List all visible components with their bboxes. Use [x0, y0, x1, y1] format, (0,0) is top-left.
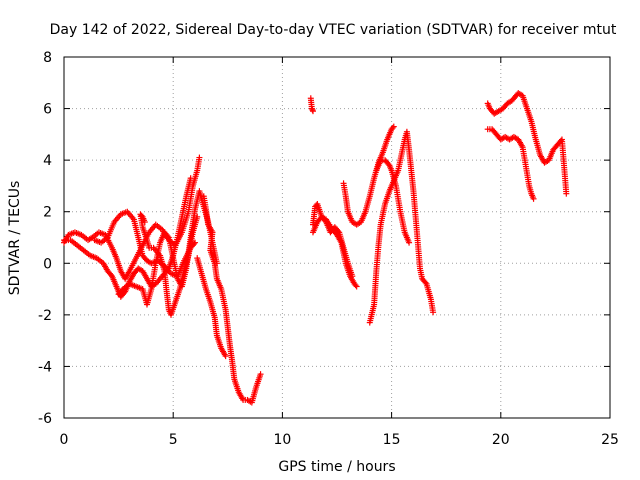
y-axis-label: SDTVAR / TECUs	[7, 181, 23, 296]
data-point	[352, 282, 359, 289]
data-point	[107, 271, 114, 278]
data-point	[196, 154, 203, 161]
y-tick-label: 0	[43, 256, 52, 272]
data-point	[335, 228, 342, 235]
y-tick-label: -6	[38, 411, 52, 427]
data-points	[61, 90, 570, 406]
x-tick-label: 15	[383, 432, 401, 448]
y-tick-label: 6	[43, 102, 52, 118]
data-point	[385, 161, 392, 168]
x-ticks: 0 5 10 15 20 25	[60, 57, 619, 448]
y-tick-label: -2	[38, 308, 52, 324]
y-tick-label: -4	[38, 359, 52, 375]
data-point	[194, 213, 201, 220]
x-tick-label: 0	[60, 432, 69, 448]
x-tick-label: 20	[492, 432, 510, 448]
data-point	[187, 175, 194, 182]
data-point	[406, 239, 413, 246]
data-point	[321, 217, 328, 224]
data-point	[164, 233, 171, 240]
data-point	[422, 279, 429, 286]
data-point	[257, 371, 264, 378]
x-tick-label: 10	[273, 432, 291, 448]
data-point	[557, 137, 564, 144]
data-point	[389, 124, 396, 131]
data-point	[390, 123, 397, 130]
y-tick-label: 8	[43, 50, 52, 66]
data-point	[430, 309, 437, 316]
y-tick-label: 4	[43, 153, 52, 169]
x-tick-label: 5	[169, 432, 178, 448]
y-ticks: -6 -4 -2 0 2 4 6 8	[38, 50, 610, 427]
data-point	[353, 283, 360, 290]
x-axis-label: GPS time / hours	[278, 459, 395, 475]
data-point	[563, 190, 570, 197]
data-point	[349, 273, 356, 280]
x-tick-label: 25	[601, 432, 619, 448]
data-point	[530, 195, 537, 202]
data-point	[309, 108, 316, 115]
chart-title: Day 142 of 2022, Sidereal Day-to-day VTE…	[50, 22, 617, 38]
grid	[64, 57, 610, 418]
data-point	[222, 353, 229, 360]
y-tick-label: 2	[43, 205, 52, 221]
